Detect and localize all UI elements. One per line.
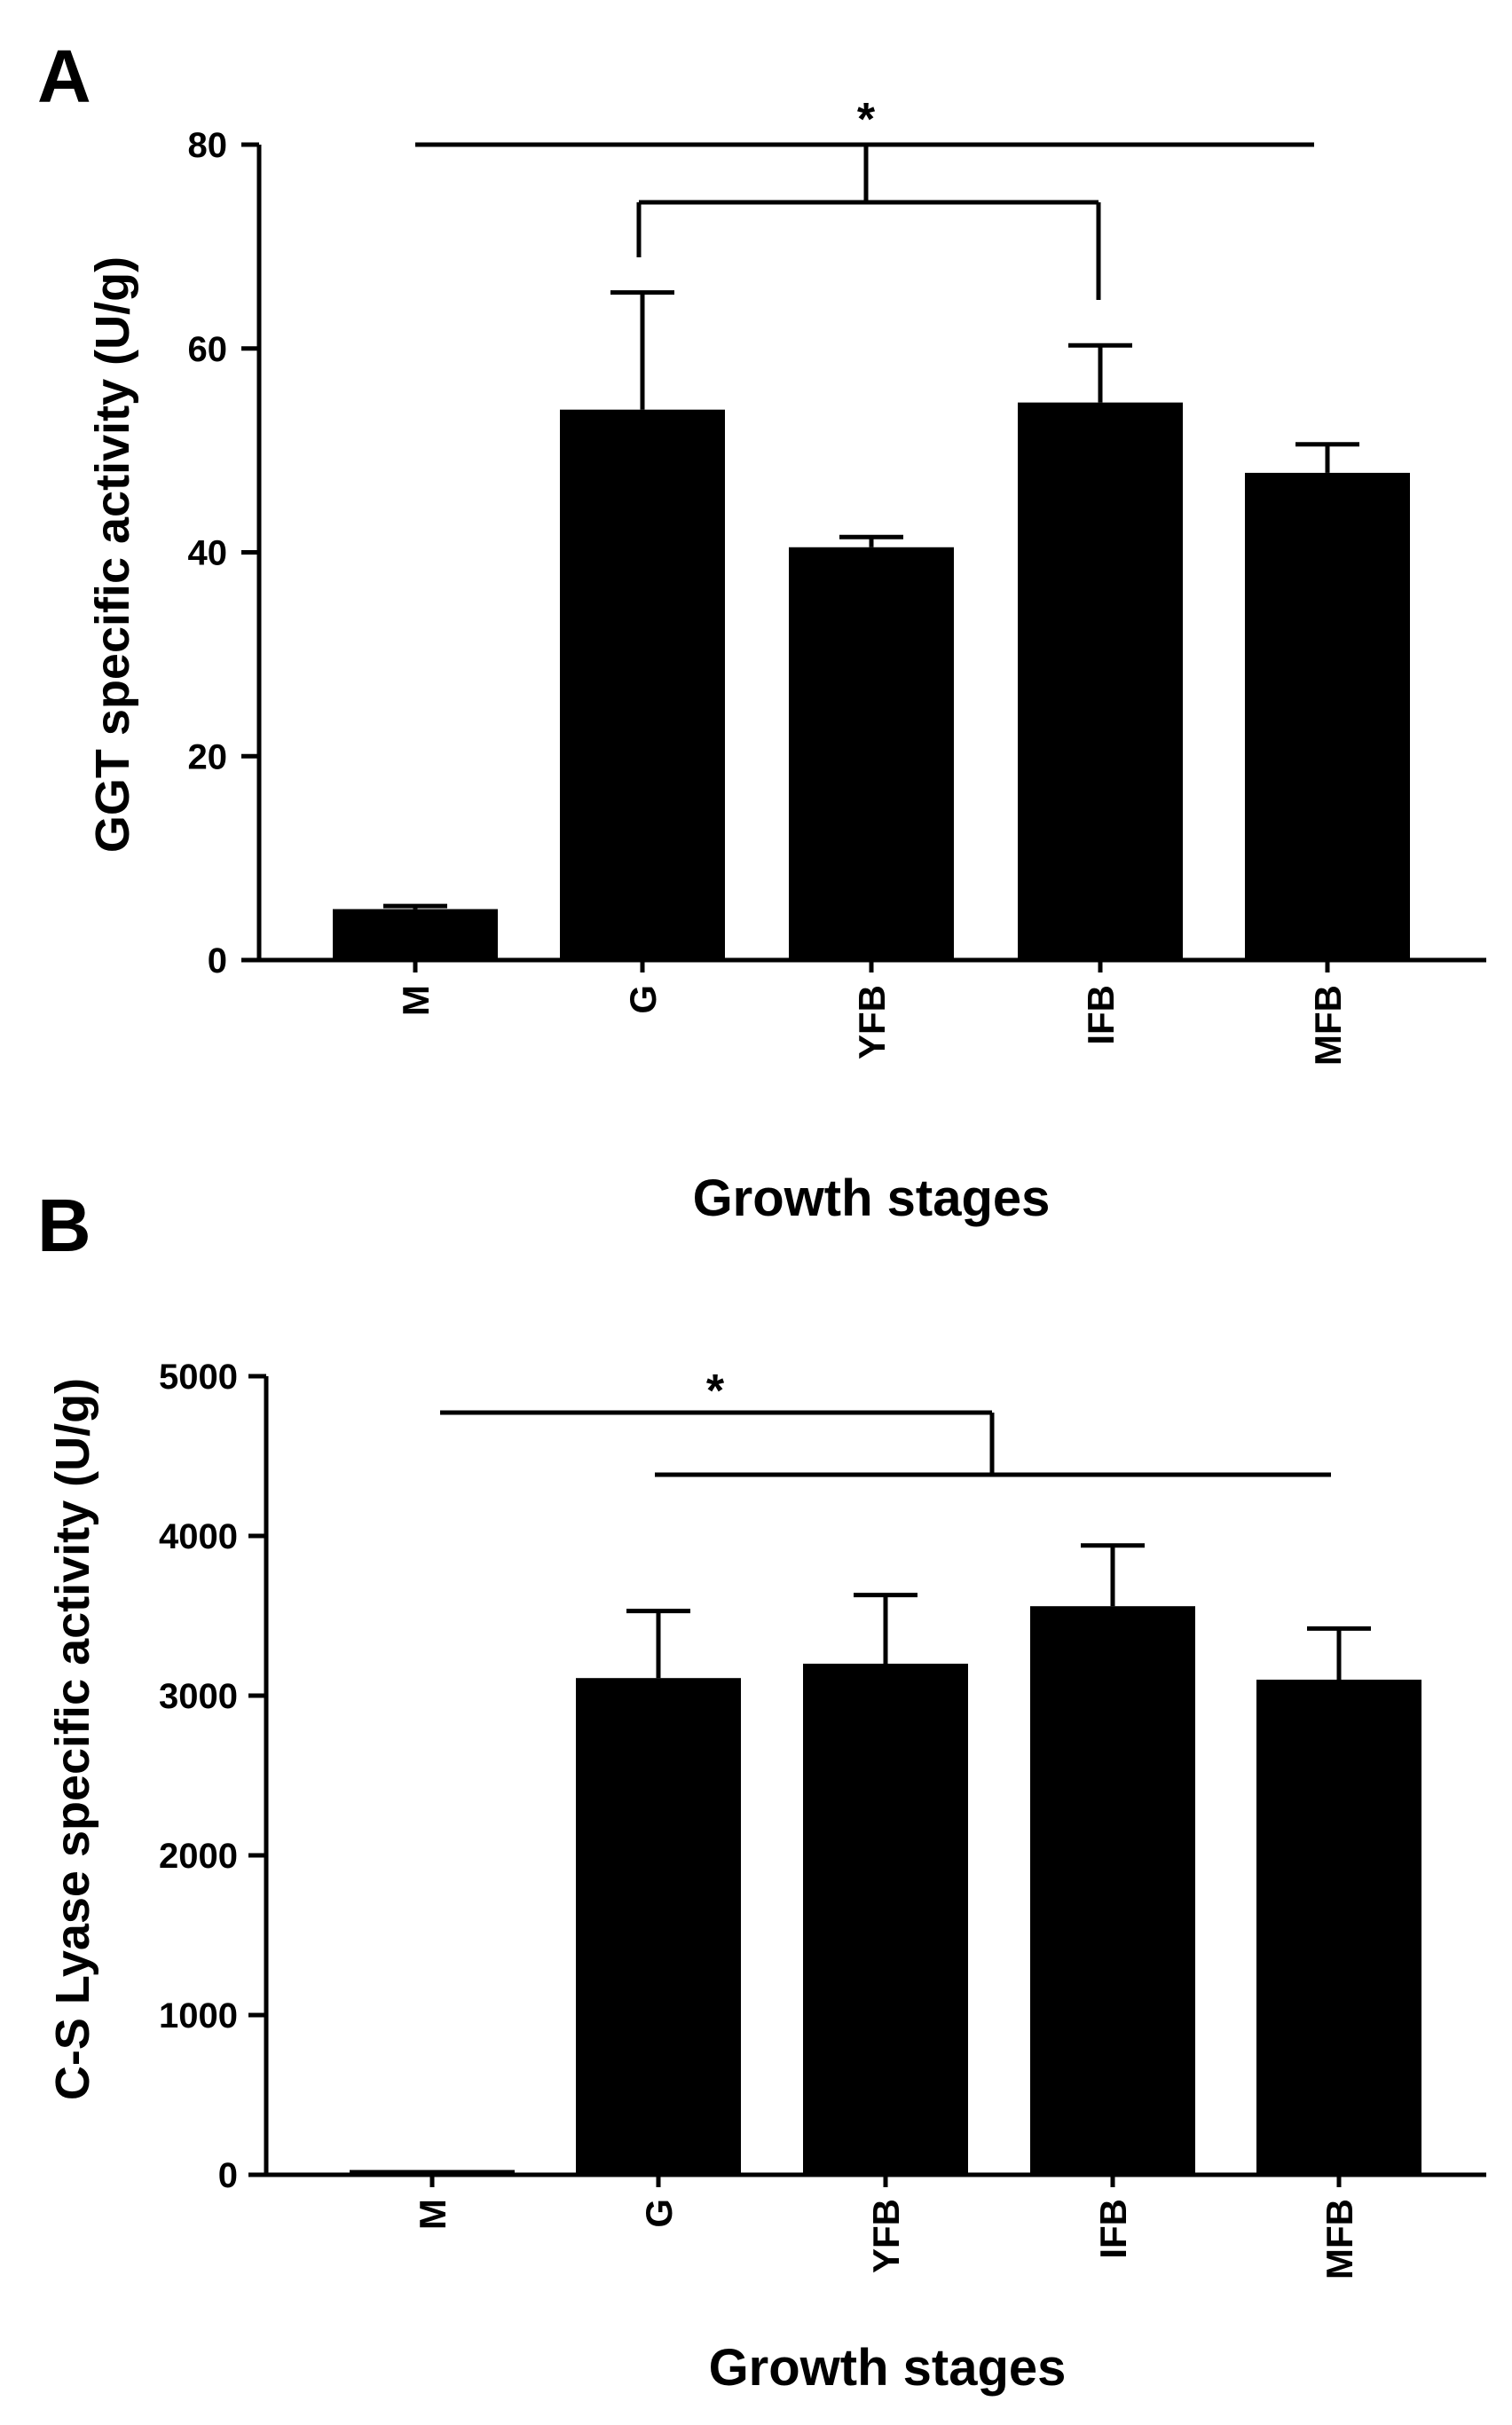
panel-b-significance-star: * xyxy=(706,1366,725,1417)
panel-b-y-tick-label-5000: 5000 xyxy=(159,1358,238,1397)
panel-a: A GGT specific activity (U/g) Growth sta… xyxy=(37,35,1486,1227)
panel-b-label: B xyxy=(37,1184,91,1267)
panel-b: B C-S Lyase specific activity (U/g) Grow… xyxy=(37,1184,1486,2397)
panel-a-y-tick-label-60: 60 xyxy=(188,330,228,369)
panel-b-x-tick-label-yfb: YFB xyxy=(865,2199,907,2273)
panel-b-y-tick-label-3000: 3000 xyxy=(159,1677,238,1716)
panel-a-x-tick-label-yfb: YFB xyxy=(851,985,893,1059)
panel-b-plot: M G YFB IFB MFB 0 1000 2000 3000 4000 5000 xyxy=(159,1358,1486,2279)
panel-a-bar-g xyxy=(560,409,725,960)
panel-b-x-tick-label-ifb: IFB xyxy=(1092,2199,1134,2259)
panel-b-y-tick-label-4000: 4000 xyxy=(159,1517,238,1556)
panel-b-bar-g xyxy=(576,1678,741,2175)
panel-a-bar-m xyxy=(333,909,498,960)
panel-b-bar-ifb xyxy=(1030,1606,1195,2175)
panel-a-y-tick-label-80: 80 xyxy=(188,126,228,165)
panel-a-x-axis-title: Growth stages xyxy=(693,1169,1051,1227)
panel-a-y-tick-label-20: 20 xyxy=(188,737,228,776)
panel-a-bar-yfb xyxy=(789,547,954,960)
panel-a-x-tick-label-g: G xyxy=(622,985,664,1014)
panel-a-y-tick-label-0: 0 xyxy=(208,941,227,980)
panel-b-bar-m xyxy=(350,2169,515,2175)
panel-a-label: A xyxy=(37,35,91,118)
panel-a-bar-mfb xyxy=(1245,472,1410,960)
panel-b-y-tick-label-0: 0 xyxy=(218,2156,238,2195)
panel-b-bar-yfb xyxy=(803,1664,968,2175)
panel-a-y-tick-label-40: 40 xyxy=(188,534,228,573)
panel-b-y-axis-title: C-S Lyase specific activity (U/g) xyxy=(46,1378,99,2100)
panel-a-x-tick-label-m: M xyxy=(395,985,437,1016)
panel-a-plot: M G YFB IFB MFB 0 20 40 60 80 xyxy=(188,126,1486,1066)
panel-b-y-tick-label-1000: 1000 xyxy=(159,1996,238,2035)
panel-b-x-tick-label-mfb: MFB xyxy=(1319,2199,1360,2279)
panel-a-y-axis-title: GGT specific activity (U/g) xyxy=(86,256,139,853)
panel-b-y-tick-label-2000: 2000 xyxy=(159,1837,238,1876)
panel-a-bar-ifb xyxy=(1018,402,1183,960)
panel-b-x-axis-title: Growth stages xyxy=(709,2339,1067,2397)
panel-b-x-tick-label-g: G xyxy=(638,2199,680,2228)
panel-b-bar-mfb xyxy=(1256,1680,1421,2175)
panel-a-significance-star: * xyxy=(857,94,876,146)
panel-b-x-tick-label-m: M xyxy=(412,2199,453,2230)
panel-a-x-tick-label-mfb: MFB xyxy=(1307,985,1349,1066)
panel-a-x-tick-label-ifb: IFB xyxy=(1080,985,1122,1045)
